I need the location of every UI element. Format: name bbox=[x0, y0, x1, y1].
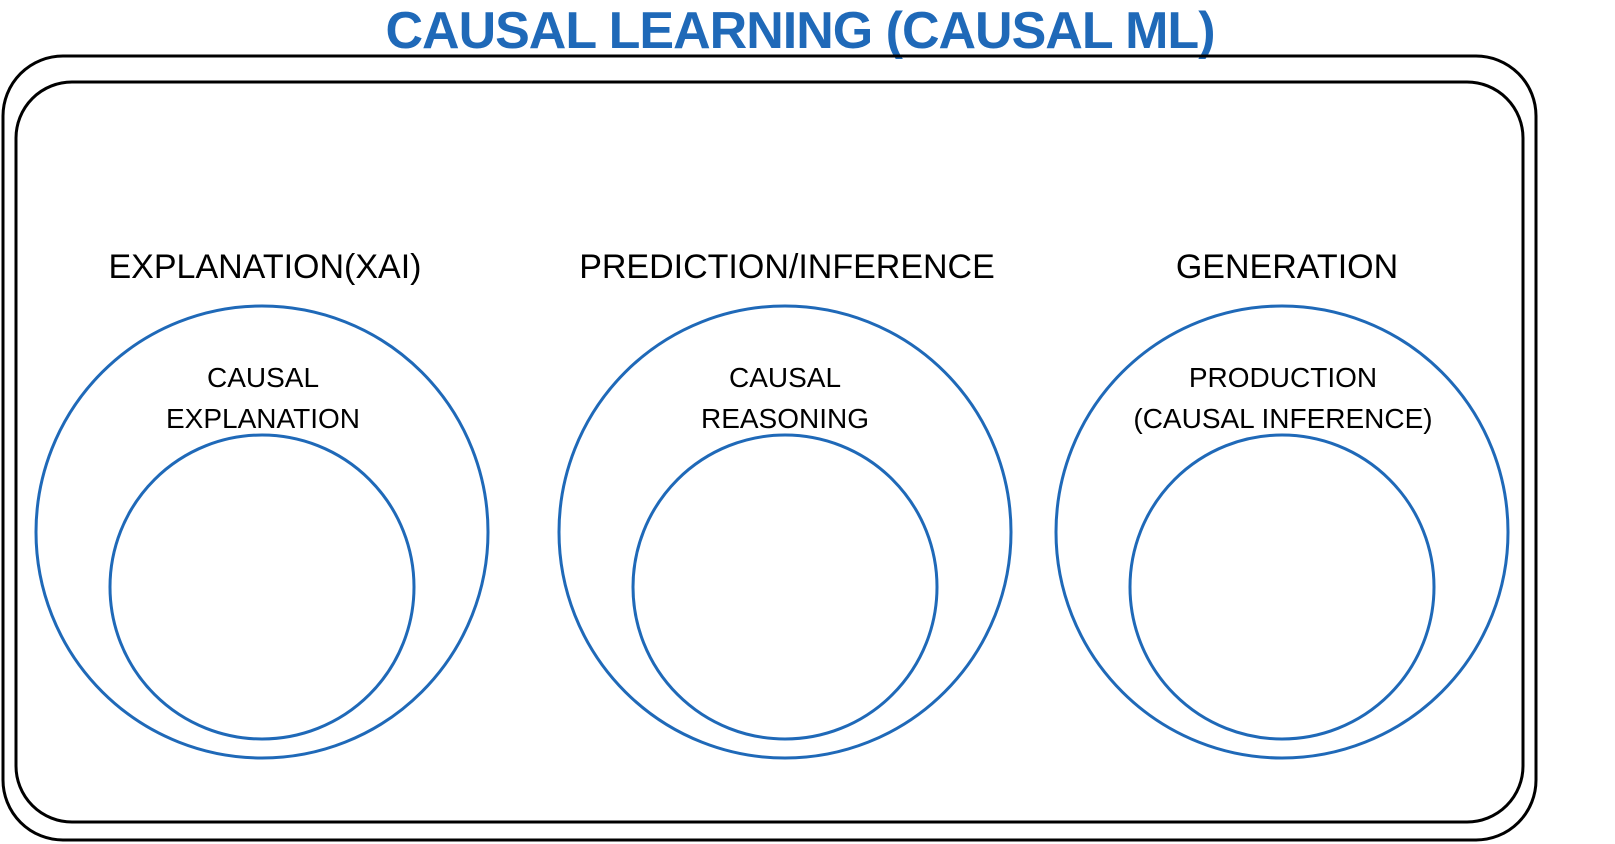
section-explanation: EXPLANATION(XAI) CAUSAL EXPLANATION bbox=[34, 248, 490, 760]
inner-label-explanation-line2: EXPLANATION bbox=[166, 403, 360, 434]
inner-label-generation-line1: PRODUCTION bbox=[1189, 362, 1377, 393]
diagram-title: CAUSAL LEARNING (CAUSAL ML) bbox=[385, 2, 1214, 60]
inner-circle-explanation bbox=[108, 433, 416, 741]
section-prediction: PREDICTION/INFERENCE CAUSAL REASONING bbox=[557, 248, 1013, 760]
outer-circle-explanation bbox=[34, 304, 490, 760]
inner-label-explanation-line1: CAUSAL bbox=[207, 362, 319, 393]
section-generation: GENERATION PRODUCTION (CAUSAL INFERENCE) bbox=[1054, 248, 1510, 760]
section-label-explanation: EXPLANATION(XAI) bbox=[109, 248, 422, 286]
inner-label-prediction-line2: REASONING bbox=[701, 403, 869, 434]
inner-frame bbox=[14, 80, 1525, 824]
outer-circle-generation bbox=[1054, 304, 1510, 760]
inner-circle-generation bbox=[1128, 433, 1436, 741]
section-label-prediction: PREDICTION/INFERENCE bbox=[579, 248, 995, 286]
inner-circle-prediction bbox=[631, 433, 939, 741]
outer-frame bbox=[1, 54, 1538, 842]
outer-circle-prediction bbox=[557, 304, 1013, 760]
inner-label-generation-line2: (CAUSAL INFERENCE) bbox=[1133, 403, 1432, 434]
inner-label-prediction-line1: CAUSAL bbox=[729, 362, 841, 393]
section-label-generation: GENERATION bbox=[1176, 248, 1398, 286]
